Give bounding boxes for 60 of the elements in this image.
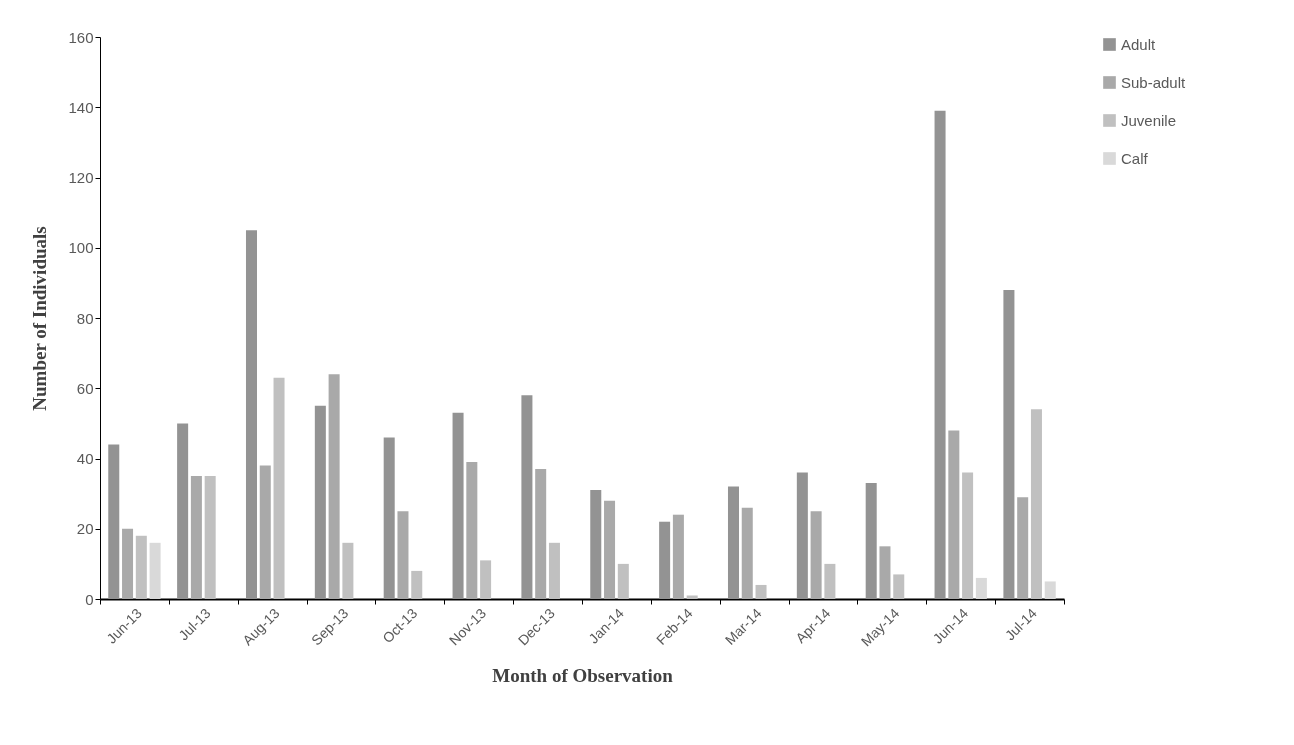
bar xyxy=(672,514,684,599)
bar xyxy=(383,437,395,599)
bar xyxy=(342,542,354,599)
bar xyxy=(466,462,478,599)
bar xyxy=(122,528,134,599)
bar xyxy=(796,472,808,599)
bar xyxy=(397,511,409,599)
bar xyxy=(934,110,946,599)
bar xyxy=(1044,581,1056,599)
legend-label: Sub-adult xyxy=(1121,73,1187,91)
bar xyxy=(879,546,891,599)
bar xyxy=(824,563,836,599)
bar xyxy=(273,377,285,599)
bar xyxy=(452,412,464,599)
bar xyxy=(1030,409,1042,599)
bar xyxy=(893,574,905,599)
bar xyxy=(741,507,753,599)
bar xyxy=(548,542,560,599)
bar xyxy=(535,469,547,599)
y-tick-label: 100 xyxy=(68,239,94,257)
bar xyxy=(865,483,877,599)
bar xyxy=(259,465,271,599)
bar xyxy=(177,423,189,599)
bar xyxy=(727,486,739,599)
legend-label: Juvenile xyxy=(1121,111,1177,129)
bar xyxy=(328,374,340,599)
y-tick-label: 0 xyxy=(85,590,94,608)
y-tick-label: 20 xyxy=(76,520,94,538)
bar xyxy=(149,542,161,599)
bar xyxy=(314,405,326,599)
bar xyxy=(975,577,987,599)
bar xyxy=(962,472,974,599)
bar xyxy=(411,570,423,599)
y-tick-label: 120 xyxy=(68,169,94,186)
bar xyxy=(204,476,216,599)
bar xyxy=(190,476,202,599)
y-tick-label: 80 xyxy=(76,309,94,327)
bar xyxy=(590,490,602,599)
bar xyxy=(1017,497,1029,599)
y-tick-label: 160 xyxy=(68,28,94,46)
bar xyxy=(521,395,533,599)
y-tick-label: 40 xyxy=(76,450,94,467)
bar xyxy=(135,535,147,599)
y-tick-label: 140 xyxy=(68,98,94,116)
bar xyxy=(480,560,492,599)
bar xyxy=(245,230,257,599)
bar xyxy=(617,563,629,599)
bar xyxy=(604,500,616,599)
y-axis-title: Number of Individuals xyxy=(29,226,51,411)
bar xyxy=(659,521,671,599)
bar xyxy=(686,595,698,599)
x-axis-title: Month of Observation xyxy=(492,665,674,687)
bar xyxy=(1003,289,1015,599)
bar xyxy=(755,584,767,599)
bar xyxy=(108,444,120,599)
legend-label: Adult xyxy=(1121,35,1157,53)
legend-label: Calf xyxy=(1121,149,1149,167)
y-tick-label: 60 xyxy=(76,379,94,397)
bar xyxy=(948,430,960,599)
bar xyxy=(810,511,822,599)
